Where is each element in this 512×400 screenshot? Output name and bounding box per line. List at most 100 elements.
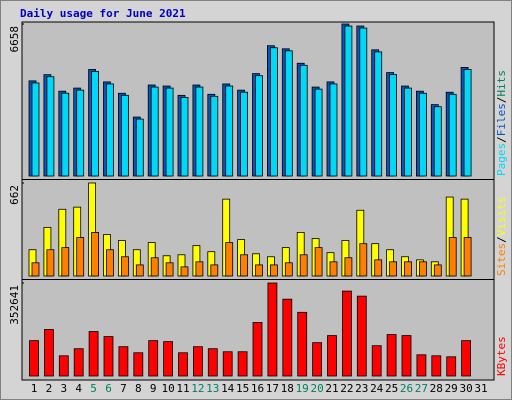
bar xyxy=(374,51,383,177)
bar xyxy=(374,259,383,277)
bar xyxy=(210,95,219,177)
bar xyxy=(31,82,40,177)
bar xyxy=(341,290,352,377)
bar xyxy=(269,264,278,277)
bar xyxy=(180,266,189,277)
bar xyxy=(418,261,427,277)
bar xyxy=(359,27,368,177)
legend-entry: Pages xyxy=(495,143,508,176)
x-tick-label: 11 xyxy=(176,382,189,395)
x-tick-label: 2 xyxy=(46,382,53,395)
bar xyxy=(106,249,114,277)
bar xyxy=(329,261,338,277)
bar xyxy=(61,92,70,177)
bar xyxy=(31,262,40,277)
bar xyxy=(44,329,54,377)
legend-entry: Files xyxy=(495,103,508,136)
bar xyxy=(314,247,323,277)
x-tick-label: 3 xyxy=(60,382,67,395)
bar xyxy=(344,257,353,277)
bar xyxy=(240,91,249,177)
bar xyxy=(371,345,382,377)
bar xyxy=(192,346,203,377)
x-tick-label: 23 xyxy=(355,382,368,395)
bar xyxy=(163,341,174,377)
bar xyxy=(329,83,338,177)
bar xyxy=(150,257,159,277)
x-tick-label: 1 xyxy=(31,382,38,395)
x-tick-label: 22 xyxy=(340,382,353,395)
x-tick-label: 29 xyxy=(445,382,458,395)
bar xyxy=(165,262,174,277)
bar xyxy=(121,256,129,277)
x-tick-label: 20 xyxy=(310,382,323,395)
legend-entry: KBytes xyxy=(495,336,508,376)
x-tick-label: 6 xyxy=(105,382,112,395)
bar xyxy=(103,336,114,377)
bar xyxy=(76,89,85,177)
x-tick-label: 24 xyxy=(370,382,384,395)
x-tick-label: 19 xyxy=(296,382,309,395)
bar xyxy=(463,237,472,277)
bar xyxy=(46,76,55,177)
legend-entry: Hits xyxy=(495,70,508,97)
bar xyxy=(29,340,39,377)
bar xyxy=(148,340,159,377)
x-tick-label: 4 xyxy=(75,382,82,395)
y-tick-label: 662 xyxy=(8,185,21,205)
x-tick-label: 28 xyxy=(430,382,443,395)
x-tick-label: 26 xyxy=(400,382,413,395)
x-tick-label: 5 xyxy=(90,382,97,395)
x-tick-label: 17 xyxy=(266,382,279,395)
bar xyxy=(240,254,249,277)
bar xyxy=(165,87,174,177)
bar xyxy=(225,85,234,177)
bar xyxy=(299,254,308,277)
bar xyxy=(237,351,248,377)
bar xyxy=(359,243,368,277)
bar xyxy=(461,340,472,377)
bar xyxy=(222,351,233,377)
bar xyxy=(210,264,219,277)
bar xyxy=(282,298,293,377)
bar xyxy=(433,106,442,177)
x-tick-label: 12 xyxy=(191,382,204,395)
bar xyxy=(150,86,159,177)
x-tick-label: 31 xyxy=(474,382,487,395)
bar xyxy=(118,346,129,377)
bar xyxy=(91,232,99,277)
x-tick-label: 9 xyxy=(150,382,157,395)
bar xyxy=(448,237,457,277)
x-tick-label: 25 xyxy=(385,382,398,395)
legend-separator: / xyxy=(495,97,508,104)
bar xyxy=(431,355,442,377)
x-tick-label: 15 xyxy=(236,382,249,395)
legend-entry: Sites xyxy=(495,243,508,276)
legend: KBytes xyxy=(495,336,508,376)
y-tick-label: 352641 xyxy=(8,285,21,325)
bar xyxy=(252,322,263,377)
bar xyxy=(267,282,278,377)
bar xyxy=(255,264,263,277)
bar xyxy=(269,47,278,177)
bar xyxy=(91,71,99,177)
bar xyxy=(195,86,204,177)
x-tick-label: 27 xyxy=(415,382,428,395)
bar xyxy=(344,25,353,177)
bar xyxy=(106,83,114,177)
bar xyxy=(135,118,144,177)
bar xyxy=(418,92,427,177)
bar xyxy=(327,335,337,377)
legend-entry: Visits xyxy=(495,197,508,237)
x-tick-label: 8 xyxy=(135,382,142,395)
y-tick-label: 6658 xyxy=(8,26,21,53)
bar xyxy=(135,264,144,277)
bar xyxy=(73,348,84,377)
x-tick-label: 16 xyxy=(251,382,264,395)
bar xyxy=(389,261,398,277)
bar xyxy=(58,355,69,377)
bar xyxy=(312,342,323,377)
bar xyxy=(416,354,427,377)
bar xyxy=(76,237,85,277)
